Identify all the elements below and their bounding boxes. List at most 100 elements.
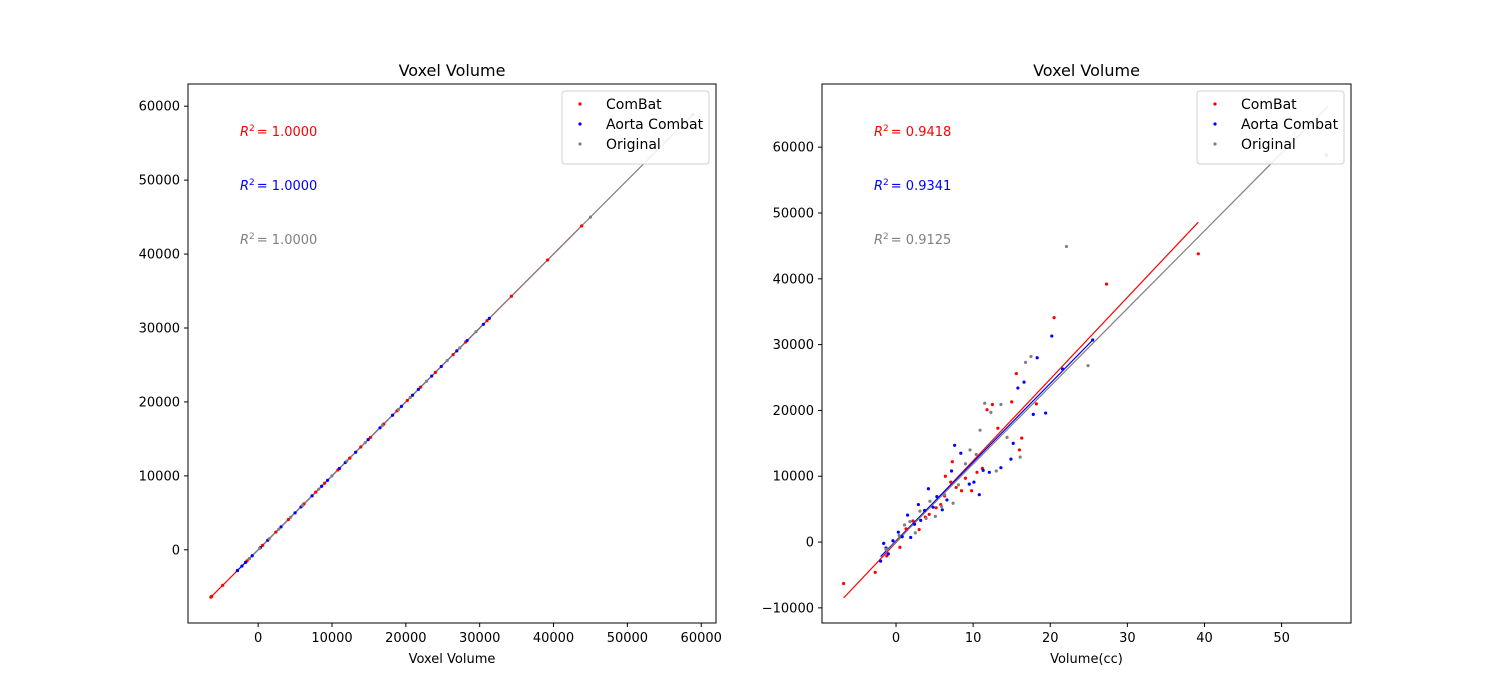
point-aorta-combat bbox=[354, 450, 358, 454]
point-combat bbox=[210, 594, 214, 598]
x-tick-label: 0 bbox=[892, 631, 900, 646]
point-aorta-combat bbox=[1044, 411, 1048, 415]
y-tick-label: 10000 bbox=[139, 469, 180, 484]
legend-marker bbox=[578, 122, 582, 126]
point-combat bbox=[419, 385, 423, 389]
legend: ComBat Aorta Combat Original bbox=[561, 90, 710, 165]
point-combat bbox=[927, 512, 931, 517]
right-scatter-chart: 0 10 20 30 40 50 −10000 0 10000 20000 30000 40000 50… bbox=[762, 61, 1352, 667]
point-combat bbox=[1010, 400, 1014, 404]
point-combat bbox=[1017, 448, 1022, 452]
point-combat bbox=[1034, 402, 1038, 406]
point-aorta-combat bbox=[416, 387, 420, 391]
point-original bbox=[1086, 364, 1090, 368]
x-tick-label: 10000 bbox=[311, 631, 352, 646]
point-aorta-combat bbox=[1009, 457, 1013, 461]
point-original bbox=[474, 330, 478, 334]
point-combat bbox=[950, 460, 954, 464]
legend-entry: Aorta Combat bbox=[1241, 117, 1339, 133]
point-aorta-combat bbox=[879, 559, 883, 563]
point-original bbox=[956, 483, 961, 487]
chart-title: Voxel Volume bbox=[399, 61, 506, 80]
point-combat bbox=[323, 481, 327, 485]
legend-marker bbox=[1213, 122, 1217, 126]
point-aorta-combat bbox=[922, 508, 927, 513]
legend-marker bbox=[578, 102, 582, 106]
point-original bbox=[258, 546, 262, 550]
legend-entry: Aorta Combat bbox=[606, 117, 704, 133]
point-aorta-combat bbox=[935, 495, 939, 499]
x-tick-label: 20 bbox=[1042, 631, 1059, 646]
point-aorta-combat bbox=[919, 518, 923, 522]
point-aorta-combat bbox=[882, 541, 886, 545]
y-tick-label: 30000 bbox=[139, 321, 180, 336]
point-aorta-combat bbox=[325, 478, 330, 482]
point-combat bbox=[917, 527, 921, 532]
point-original bbox=[1005, 435, 1009, 440]
point-aorta-combat bbox=[940, 508, 944, 512]
legend-entry: ComBat bbox=[1241, 97, 1297, 113]
point-combat bbox=[405, 398, 409, 403]
y-tick-label: 30000 bbox=[773, 338, 814, 353]
x-tick-label: 30 bbox=[1119, 631, 1136, 646]
point-aorta-combat bbox=[1022, 380, 1026, 384]
y-tick-label: 60000 bbox=[139, 100, 180, 115]
point-original bbox=[968, 448, 972, 452]
point-combat bbox=[873, 570, 877, 574]
point-aorta-combat bbox=[967, 482, 971, 486]
point-combat bbox=[841, 581, 846, 586]
point-aorta-combat bbox=[891, 539, 895, 543]
point-aorta-combat bbox=[320, 484, 324, 488]
x-tick-label: 30000 bbox=[459, 631, 500, 646]
point-aorta-combat bbox=[1031, 412, 1035, 416]
point-combat bbox=[359, 445, 363, 449]
point-aorta-combat bbox=[981, 468, 985, 472]
point-combat bbox=[963, 476, 968, 480]
point-aorta-combat bbox=[337, 466, 341, 471]
point-aorta-combat bbox=[886, 552, 890, 556]
point-original bbox=[989, 410, 993, 415]
point-aorta-combat bbox=[235, 568, 240, 573]
point-aorta-combat bbox=[977, 493, 981, 497]
point-original bbox=[913, 531, 917, 535]
legend-entry: Original bbox=[606, 137, 661, 153]
x-tick-label: 50000 bbox=[607, 631, 648, 646]
point-aorta-combat bbox=[390, 413, 395, 417]
point-original bbox=[978, 428, 982, 432]
point-aorta-combat bbox=[244, 560, 248, 564]
y-tick-label: −10000 bbox=[762, 601, 814, 616]
point-combat bbox=[433, 370, 437, 374]
point-original bbox=[983, 401, 987, 405]
point-combat bbox=[274, 530, 278, 534]
legend: ComBat Aorta Combat Original bbox=[1196, 90, 1345, 165]
point-aorta-combat bbox=[439, 364, 443, 369]
point-original bbox=[902, 523, 907, 527]
x-tick-label: 40 bbox=[1196, 631, 1213, 646]
point-aorta-combat bbox=[293, 511, 297, 515]
point-combat bbox=[485, 318, 489, 323]
point-combat bbox=[368, 435, 372, 440]
point-combat bbox=[451, 353, 455, 357]
point-original bbox=[445, 358, 449, 363]
point-combat bbox=[943, 474, 947, 478]
point-aorta-combat bbox=[916, 502, 920, 507]
point-original bbox=[380, 423, 384, 428]
point-combat bbox=[1052, 316, 1056, 320]
point-aorta-combat bbox=[905, 513, 910, 517]
point-aorta-combat bbox=[909, 535, 913, 540]
point-aorta-combat bbox=[1035, 356, 1039, 360]
point-combat bbox=[975, 470, 979, 474]
point-original bbox=[974, 452, 978, 457]
point-original bbox=[267, 537, 271, 541]
point-combat bbox=[546, 258, 550, 262]
point-aorta-combat bbox=[896, 530, 900, 534]
legend-entry: ComBat bbox=[606, 97, 662, 113]
point-original bbox=[277, 527, 281, 531]
point-aorta-combat bbox=[987, 470, 991, 474]
r-squared-annotation: R2 = 1.0000 bbox=[240, 232, 317, 248]
point-aorta-combat bbox=[240, 564, 244, 568]
y-tick-label: 0 bbox=[172, 543, 180, 558]
point-aorta-combat bbox=[430, 374, 434, 378]
point-aorta-combat bbox=[972, 480, 976, 484]
